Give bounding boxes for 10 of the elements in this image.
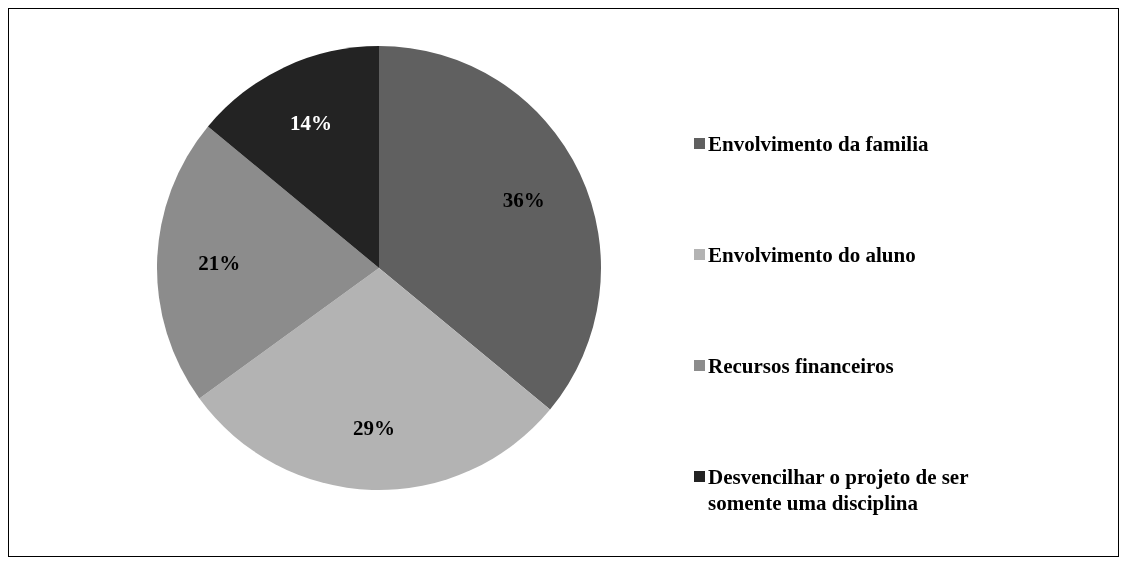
legend-label: Envolvimento do aluno [708,242,916,268]
pie-slice [199,268,551,490]
data-label: 14% [289,111,332,136]
legend-label: Desvencilhar o projeto de ser somente uma disciplina [708,464,970,516]
pie-slice [379,46,601,410]
legend-label: Envolvimento da familia [708,131,929,157]
data-label: 36% [502,187,545,212]
data-label: 29% [352,415,395,440]
data-label: 21% [198,250,241,275]
legend-label: Recursos financeiros [708,353,894,379]
